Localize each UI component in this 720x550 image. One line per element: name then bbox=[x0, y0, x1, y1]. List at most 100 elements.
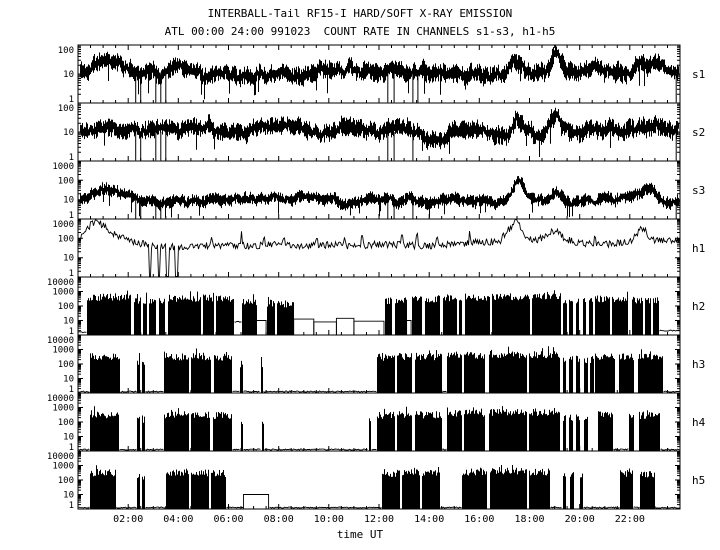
trace-line-h1-0 bbox=[78, 218, 680, 277]
y-tick-label-h4-10000: 10000 bbox=[47, 394, 74, 404]
x-tick-label-06:00: 06:00 bbox=[213, 514, 243, 525]
y-tick-label-h4-100: 100 bbox=[58, 418, 74, 428]
x-tick-label-10:00: 10:00 bbox=[314, 514, 344, 525]
chart-title: INTERBALL-Tail RF15-I HARD/SOFT X-RAY EM… bbox=[207, 7, 513, 20]
trace-h4 bbox=[90, 406, 660, 451]
trace-line-h5-6 bbox=[550, 506, 562, 509]
trace-line-h4-5 bbox=[264, 448, 368, 451]
trace-line-h2-1 bbox=[234, 320, 242, 323]
y-tick-label-s3-100: 100 bbox=[58, 176, 74, 186]
y-tick-label-s2-100: 100 bbox=[58, 104, 74, 114]
axis-ticks-h1 bbox=[77, 218, 681, 278]
y-tick-label-h1-1000: 1000 bbox=[52, 220, 74, 230]
trace-line-h4-3 bbox=[232, 448, 240, 451]
trace-line-h3-0 bbox=[78, 390, 90, 393]
y-tick-label-h4-10: 10 bbox=[63, 433, 74, 443]
x-tick-label-04:00: 04:00 bbox=[163, 514, 193, 525]
channel-label-h1: h1 bbox=[692, 242, 705, 255]
trace-line-h2-8 bbox=[406, 320, 412, 335]
y-tick-label-h5-1000: 1000 bbox=[52, 462, 74, 472]
x-axis-label: time UT bbox=[336, 528, 384, 541]
y-tick-label-h3-10: 10 bbox=[63, 375, 74, 385]
y-tick-label-h3-10000: 10000 bbox=[47, 336, 74, 346]
y-tick-label-h1-10: 10 bbox=[63, 254, 74, 264]
trace-h5 bbox=[90, 465, 655, 509]
trace-line-h5-2 bbox=[145, 506, 166, 509]
x-tick-label-12:00: 12:00 bbox=[364, 514, 394, 525]
y-tick-label-h1-100: 100 bbox=[58, 234, 74, 244]
trace-line-h5-9 bbox=[655, 506, 680, 509]
channel-label-h4: h4 bbox=[692, 416, 706, 429]
x-tick-label-22:00: 22:00 bbox=[615, 514, 645, 525]
y-tick-label-h5-100: 100 bbox=[58, 476, 74, 486]
trace-line-h5-5 bbox=[440, 506, 462, 509]
channel-label-s2: s2 bbox=[692, 126, 705, 139]
channel-label-h5: h5 bbox=[692, 474, 705, 487]
trace-line-h2-5 bbox=[313, 321, 337, 335]
trace-line-h5-10 bbox=[243, 494, 270, 509]
trace-s1 bbox=[80, 45, 679, 103]
trace-line-h5-7 bbox=[583, 506, 620, 509]
x-tick-label-08:00: 08:00 bbox=[264, 514, 294, 525]
y-tick-label-h5-10000: 10000 bbox=[47, 452, 74, 462]
trace-line-h3-2 bbox=[145, 390, 164, 393]
trace-line-h5-4 bbox=[269, 506, 382, 509]
y-tick-label-s1-100: 100 bbox=[58, 46, 74, 56]
channel-label-s3: s3 bbox=[692, 184, 705, 197]
y-tick-label-h4-1: 1 bbox=[69, 443, 74, 453]
x-tick-label-20:00: 20:00 bbox=[565, 514, 595, 525]
x-tick-label-18:00: 18:00 bbox=[514, 514, 544, 525]
x-tick-label-02:00: 02:00 bbox=[113, 514, 143, 525]
trace-line-h4-7 bbox=[442, 448, 447, 451]
trace-line-h5-8 bbox=[633, 506, 640, 509]
x-tick-label-16:00: 16:00 bbox=[464, 514, 494, 525]
y-tick-label-h2-1000: 1000 bbox=[52, 288, 74, 298]
trace-s3 bbox=[80, 176, 679, 219]
trace-line-h5-3 bbox=[226, 506, 244, 509]
y-tick-label-h5-10: 10 bbox=[63, 491, 74, 501]
trace-line-h3-4 bbox=[243, 390, 260, 393]
trace-line-h4-0 bbox=[78, 448, 90, 451]
trace-line-h4-6 bbox=[371, 448, 377, 451]
x-tick-label-14:00: 14:00 bbox=[414, 514, 444, 525]
y-tick-label-s1-1: 1 bbox=[69, 95, 74, 105]
y-tick-label-h1-1: 1 bbox=[69, 269, 74, 279]
trace-line-h4-9 bbox=[660, 448, 680, 451]
trace-line-h2-2 bbox=[659, 329, 680, 332]
trace-line-h3-1 bbox=[120, 390, 137, 393]
channel-label-s1: s1 bbox=[692, 68, 705, 81]
trace-line-h3-6 bbox=[442, 390, 447, 393]
trace-line-h2-0 bbox=[78, 331, 87, 334]
trace-line-h3-5 bbox=[263, 390, 377, 393]
trace-line-h5-1 bbox=[116, 506, 137, 509]
channel-label-h2: h2 bbox=[692, 300, 705, 313]
trace-line-h2-6 bbox=[335, 317, 355, 335]
trace-h2 bbox=[87, 290, 659, 335]
trace-h3 bbox=[90, 346, 663, 393]
trace-line-h3-3 bbox=[232, 390, 240, 393]
y-tick-label-h2-10: 10 bbox=[63, 317, 74, 327]
y-tick-label-s2-1: 1 bbox=[69, 153, 74, 163]
y-tick-label-s3-1000: 1000 bbox=[52, 162, 74, 172]
channel-label-h3: h3 bbox=[692, 358, 705, 371]
y-tick-label-s2-10: 10 bbox=[63, 128, 74, 138]
trace-line-h2-7 bbox=[353, 320, 385, 335]
y-tick-label-h4-1000: 1000 bbox=[52, 404, 74, 414]
trace-line-h5-0 bbox=[78, 506, 90, 509]
y-tick-label-h2-1: 1 bbox=[69, 327, 74, 337]
trace-line-h2-3 bbox=[255, 320, 267, 335]
y-tick-label-h3-1000: 1000 bbox=[52, 346, 74, 356]
trace-line-h4-2 bbox=[145, 448, 164, 451]
y-tick-label-h2-100: 100 bbox=[58, 302, 74, 312]
y-tick-label-s3-10: 10 bbox=[63, 196, 74, 206]
trace-line-h4-1 bbox=[119, 448, 137, 451]
chart-subtitle: ATL 00:00 24:00 991023 COUNT RATE IN CHA… bbox=[164, 25, 556, 38]
trace-line-h4-8 bbox=[613, 448, 629, 451]
panel-frame-h1 bbox=[77, 218, 681, 278]
y-tick-label-h5-1: 1 bbox=[69, 501, 74, 511]
trace-s2 bbox=[80, 107, 679, 161]
y-tick-label-s3-1: 1 bbox=[69, 211, 74, 221]
y-tick-label-h2-10000: 10000 bbox=[47, 278, 74, 288]
